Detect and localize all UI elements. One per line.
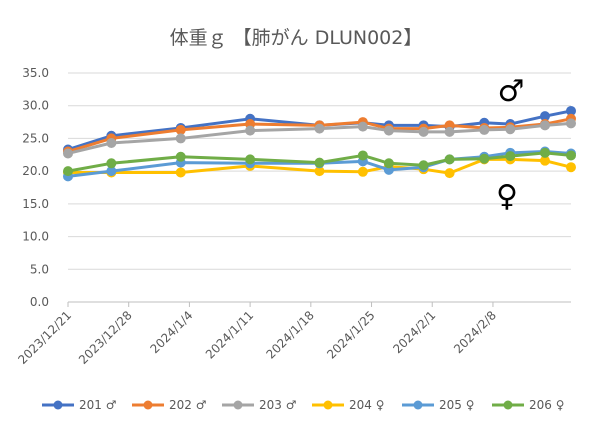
data-point [505,151,516,162]
data-point [444,126,455,137]
data-point [357,121,368,132]
y-tick-label: 0.0 [30,295,49,309]
legend-swatch-marker [503,400,513,410]
legend-swatch-marker [53,400,63,410]
x-tick-label: 2024/2/1 [390,308,438,356]
x-tick-label: 2023/12/21 [15,308,74,367]
legend-entry: 205 ♀ [402,398,475,412]
series-6 [63,147,576,177]
data-point [314,157,325,168]
legend-entry: 202 ♂ [132,398,206,412]
plot-area [63,105,576,182]
chart-title: 体重ｇ 【肺がん DLUN002】 [170,27,423,49]
legend-entry: 206 ♀ [492,398,565,412]
legend-label: 205 ♀ [439,398,475,412]
data-point [383,125,394,136]
y-tick-label: 15.0 [22,197,49,211]
data-point [383,158,394,169]
data-point [539,147,550,158]
data-point [539,120,550,131]
legend-label: 203 ♂ [259,398,296,412]
data-point [175,124,186,135]
legend-label: 202 ♂ [169,398,206,412]
legend-label: 206 ♀ [529,398,565,412]
data-point [505,124,516,135]
data-point [106,158,117,169]
data-point [245,125,256,136]
data-point [175,151,186,162]
data-point [418,126,429,137]
x-axis: 2023/12/21 2023/12/28 2024/1/4 2024/1/11 202… [15,302,499,367]
data-point [175,167,186,178]
legend-swatch-marker [323,400,333,410]
legend-label: 201 ♂ [79,398,116,412]
data-point [63,148,73,159]
data-point [357,166,368,177]
data-point [106,138,117,149]
legend-swatch-marker [143,400,153,410]
y-tick-label: 10.0 [22,230,49,244]
male-symbol-annotation: ♂ [498,74,525,109]
y-tick-label: 25.0 [22,131,49,145]
legend-entry: 203 ♂ [222,398,296,412]
x-tick-label: 2024/1/25 [324,308,377,361]
data-point [357,150,368,161]
y-axis: 0.0 5.0 10.0 15.0 20.0 25.0 30.0 35.0 [22,66,49,309]
data-point [245,154,256,165]
series-3 [63,118,576,159]
chart-legend: 201 ♂ 202 ♂ 203 ♂ 204 ♀ 205 ♀ 206 ♀ [42,398,565,412]
series-2 [63,113,576,157]
data-point [314,123,325,134]
legend-entry: 204 ♀ [312,398,385,412]
legend-entry: 201 ♂ [42,398,116,412]
y-tick-label: 30.0 [22,99,49,113]
female-symbol-annotation: ♀ [496,179,518,214]
data-point [479,153,490,164]
data-point [566,118,576,129]
x-tick-label: 2023/12/28 [76,308,135,367]
data-point [418,160,429,171]
data-point [566,150,576,161]
data-point [175,133,186,144]
x-tick-label: 2024/1/18 [264,308,317,361]
y-tick-label: 20.0 [22,164,49,178]
legend-swatch-marker [413,400,423,410]
data-point [566,162,576,173]
legend-swatch-marker [233,400,243,410]
legend-label: 204 ♀ [349,398,385,412]
x-tick-label: 2024/1/4 [148,308,196,356]
x-tick-label: 2024/1/11 [203,308,256,361]
y-tick-label: 5.0 [30,262,49,276]
data-point [444,154,455,165]
y-tick-label: 35.0 [22,66,49,80]
data-point [479,124,490,135]
data-point [444,168,455,179]
x-tick-label: 2024/2/8 [451,308,499,356]
data-point [63,166,73,177]
